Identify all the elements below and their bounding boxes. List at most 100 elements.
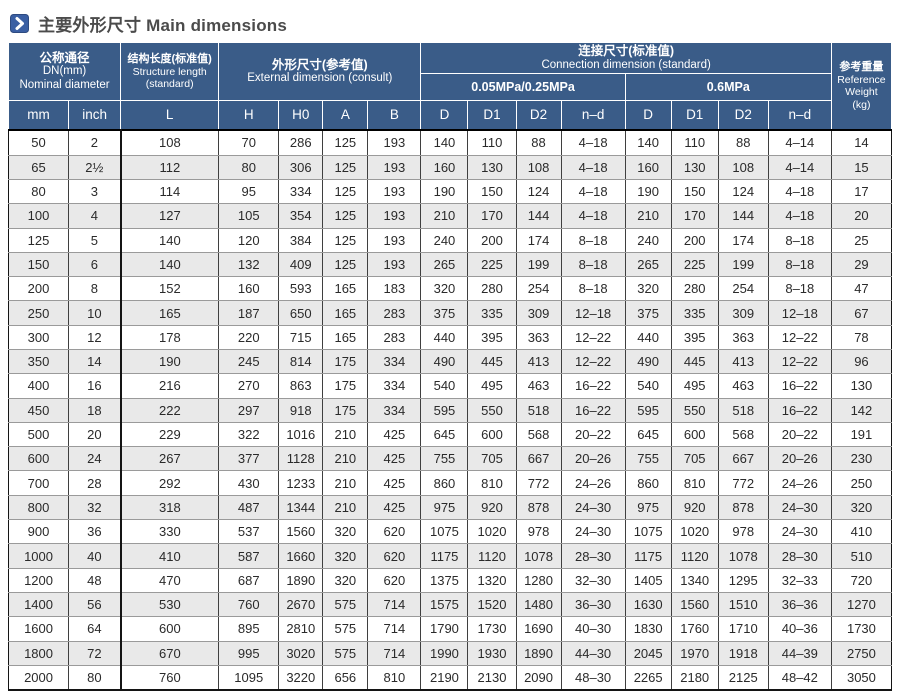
table-cell: 1075 [624, 519, 672, 545]
table-cell: 1120 [467, 543, 517, 569]
table-cell: 80 [68, 664, 122, 692]
table-cell: 1120 [670, 543, 719, 569]
table-cell: 714 [367, 640, 422, 666]
table-row: 800 32 318 487 1344 210 425 975 920 878 24–30 975 92… [7, 494, 893, 521]
table-cell: 229 [120, 421, 220, 448]
header-structure-en1: Structure length [132, 65, 207, 78]
table-cell: 1730 [467, 616, 517, 642]
table-cell: 210 [322, 494, 369, 521]
table-cell: 1560 [278, 519, 324, 545]
table-cell: 410 [830, 519, 893, 545]
table-cell: 4–18 [560, 129, 626, 156]
table-cell: 540 [420, 373, 469, 399]
table-cell: 375 [624, 300, 672, 326]
table-cell: 334 [367, 397, 422, 423]
table-body: 50 2 108 70 286 125 193 140 110 88 4–18 140 110 88 4–1… [7, 129, 893, 692]
table-cell: 1990 [420, 640, 469, 666]
table-cell: 300 [7, 324, 70, 350]
table-cell: 320 [322, 543, 369, 569]
table-row: 900 36 330 537 1560 320 620 1075 1020 978 24–30 107… [7, 519, 893, 545]
table-cell: 410 [120, 543, 220, 569]
table-cell: 24–26 [560, 470, 626, 496]
main-dimensions-table: 公称通径 DN(mm) Nominal diameter 结构长度(标准值) S… [7, 41, 893, 692]
header-col-D1-high: D1 [670, 100, 719, 131]
table-cell: 225 [670, 251, 719, 278]
table-cell: 64 [68, 616, 122, 642]
header-connection-en: Connection dimension (standard) [541, 58, 711, 71]
table-cell: 1270 [830, 591, 893, 618]
table-cell: 715 [278, 324, 324, 350]
table-cell: 810 [367, 664, 422, 692]
table-cell: 760 [218, 591, 280, 618]
header-weight-zh: 参考重量 [839, 61, 884, 74]
table-cell: 265 [420, 251, 469, 278]
table-cell: 165 [322, 300, 369, 326]
table-cell: 363 [717, 324, 769, 350]
table-row: 1200 48 470 687 1890 320 620 1375 1320 1280 32–30 1… [7, 567, 893, 593]
table-cell: 199 [515, 251, 562, 278]
table-cell: 78 [830, 324, 893, 350]
table-cell: 755 [420, 446, 469, 472]
table-cell: 193 [367, 178, 422, 205]
table-cell: 28 [68, 470, 122, 496]
table-cell: 772 [515, 470, 562, 496]
table-cell: 587 [218, 543, 280, 569]
table-cell: 518 [515, 397, 562, 423]
table-cell: 175 [322, 397, 369, 423]
table-cell: 620 [367, 519, 422, 545]
table-cell: 210 [322, 470, 369, 496]
table-row: 1600 64 600 895 2810 575 714 1790 1730 1690 40–30 1… [7, 616, 893, 642]
table-cell: 1890 [278, 567, 324, 593]
table-cell: 254 [515, 276, 562, 302]
header-pressure-high: 0.6MPa [624, 73, 832, 102]
section-title-bar: 主要外形尺寸 Main dimensions [0, 0, 900, 42]
table-cell: 1280 [515, 567, 562, 593]
table-cell: 670 [120, 640, 220, 666]
table-cell: 48 [68, 567, 122, 593]
table-cell: 568 [515, 421, 562, 448]
table-cell: 1890 [515, 640, 562, 666]
table-cell: 130 [467, 154, 517, 180]
table-cell: 280 [467, 276, 517, 302]
table-cell: 190 [120, 348, 220, 375]
table-cell: 1344 [278, 494, 324, 521]
table-cell: 2125 [717, 664, 769, 692]
table-cell: 67 [830, 300, 893, 326]
table-cell: 4–18 [560, 203, 626, 229]
table-cell: 12–22 [560, 348, 626, 375]
header-structure-en2: (standard) [145, 78, 194, 91]
table-cell: 200 [467, 227, 517, 253]
table-cell: 125 [322, 154, 369, 180]
table-cell: 32–30 [560, 567, 626, 593]
table-cell: 47 [830, 276, 893, 302]
table-cell: 413 [515, 348, 562, 375]
table-cell: 10 [68, 300, 122, 326]
table-cell: 16–22 [767, 397, 832, 423]
table-cell: 110 [467, 129, 517, 156]
table-cell: 895 [218, 616, 280, 642]
table-cell: 600 [7, 446, 70, 472]
table-cell: 12–22 [767, 324, 832, 350]
icon-background [10, 14, 29, 33]
table-cell: 44–39 [767, 640, 832, 666]
table-cell: 1930 [467, 640, 517, 666]
table-row: 350 14 190 245 814 175 334 490 445 413 12–22 490 445… [7, 348, 893, 375]
table-cell: 1000 [7, 543, 70, 569]
table-cell: 193 [367, 129, 422, 156]
table-row: 65 2½ 112 80 306 125 193 160 130 108 4–18 160 130 108… [7, 154, 893, 180]
table-cell: 3050 [830, 664, 893, 692]
table-cell: 20 [68, 421, 122, 448]
table-cell: 1480 [515, 591, 562, 618]
table-cell: 320 [624, 276, 672, 302]
table-cell: 112 [120, 154, 220, 180]
table-cell: 1078 [717, 543, 769, 569]
table-cell: 24–30 [767, 494, 832, 521]
table-cell: 495 [670, 373, 719, 399]
table-cell: 2045 [624, 640, 672, 666]
table-cell: 24–26 [767, 470, 832, 496]
table-cell: 2670 [278, 591, 324, 618]
table-cell: 320 [830, 494, 893, 521]
table-cell: 2265 [624, 664, 672, 692]
table-cell: 600 [670, 421, 719, 448]
table-cell: 330 [120, 519, 220, 545]
